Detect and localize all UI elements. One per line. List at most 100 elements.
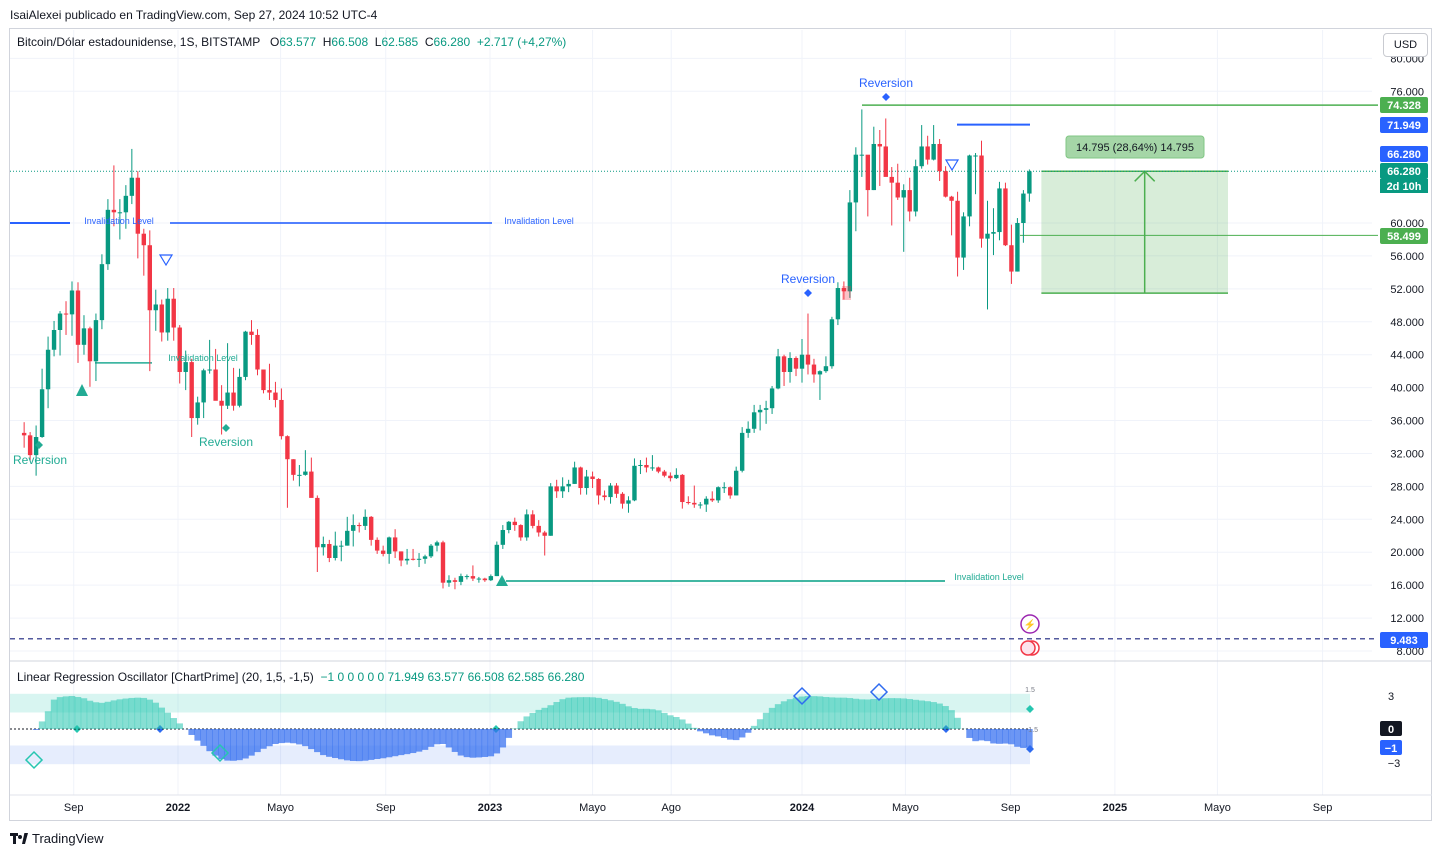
candle-body: [249, 331, 254, 335]
candle-body: [644, 464, 649, 468]
y-tick-label: 28.000: [1390, 481, 1424, 493]
osc-badge-label: 0: [1388, 724, 1394, 736]
reversion-diamond-2: [222, 424, 230, 432]
candle-body: [422, 556, 428, 559]
reversion-diamond-4: [882, 93, 890, 101]
candle-body: [835, 288, 841, 320]
candle-body: [476, 578, 482, 580]
candle-body: [363, 516, 368, 526]
osc-extreme-diamond-1: [24, 750, 44, 770]
lightning-icon: [1020, 614, 1040, 634]
annotations: Invalidation Level Invalidation Level Inva…: [13, 76, 1040, 753]
candle-body: [452, 580, 458, 582]
candle-body: [775, 356, 781, 389]
invalidation-label-2: Invalidation Level: [504, 216, 574, 226]
candle-body: [739, 432, 745, 471]
price-badges: 74.328 71.949 66.280 66.280 58.499 9.483 2d 10…: [1380, 97, 1428, 648]
candle-body: [153, 304, 158, 311]
y-tick-label: 60.000: [1390, 218, 1424, 230]
candle-body: [87, 328, 93, 362]
candle-body: [105, 209, 111, 265]
candle-body: [225, 392, 230, 406]
candle-body: [853, 154, 859, 203]
signal-down-triangle-1: [158, 254, 174, 267]
candle-body: [183, 362, 188, 372]
candle-body: [614, 485, 619, 494]
lightning-glyph: ⚡: [1024, 618, 1036, 631]
candle-body: [991, 232, 996, 234]
measurement-zone: 14.795 (28,64%) 14.795: [1041, 135, 1228, 294]
x-tick-label: Sep: [1001, 802, 1021, 814]
candle-body: [267, 390, 272, 393]
candle-body: [973, 155, 978, 157]
candle-body: [494, 544, 500, 577]
grid-lines: [10, 30, 1432, 796]
candle-body: [769, 388, 775, 409]
y-tick-label: 32.000: [1390, 448, 1424, 460]
high-value: 66.508: [331, 35, 369, 49]
candle-body: [650, 467, 655, 469]
candle-body: [165, 298, 170, 333]
footer-brand[interactable]: TradingView: [10, 831, 104, 846]
candle-body: [955, 200, 960, 258]
signal-down-triangle-2: [944, 159, 960, 172]
candle-body: [895, 182, 900, 198]
candle-body: [901, 190, 906, 198]
price-badge-label: 71.949: [1387, 120, 1421, 132]
candle-body: [351, 525, 356, 531]
currency-button[interactable]: USD: [1383, 33, 1428, 57]
candle-body: [291, 459, 296, 475]
candle-body: [1003, 188, 1008, 246]
candle-body: [985, 233, 990, 239]
candle-body: [871, 143, 877, 191]
y-tick-label: 12.000: [1390, 613, 1424, 625]
candle-body: [273, 392, 278, 400]
candle-body: [147, 245, 152, 311]
candle-body: [931, 143, 936, 160]
candle-body: [698, 504, 703, 506]
candle-body: [518, 525, 523, 538]
osc-end-diamond-upper: [1026, 705, 1034, 713]
candle-body: [913, 166, 918, 212]
osc-side-label-upper: 1.5: [1025, 687, 1035, 694]
candle-body: [686, 502, 691, 504]
candle-body: [297, 474, 302, 476]
candle-body: [141, 233, 147, 246]
x-tick-label: Sep: [376, 802, 396, 814]
candle-body: [680, 474, 685, 503]
x-tick-label: Ago: [661, 802, 681, 814]
osc-extreme-diamond-2: [210, 743, 230, 763]
countdown-badge: [1380, 179, 1428, 193]
candle-body: [674, 474, 679, 479]
y-tick-label: 20.000: [1390, 547, 1424, 559]
candle-body: [219, 400, 224, 406]
price-badge-label: 9.483: [1390, 635, 1418, 647]
osc-lower-band: [10, 745, 1030, 765]
candle-body: [189, 362, 194, 419]
osc-tick-lower: −3: [1388, 758, 1401, 770]
candle-body: [757, 409, 763, 413]
candle-body: [596, 478, 601, 496]
candle-body: [315, 497, 320, 548]
candle-body: [129, 177, 135, 196]
candle-body: [339, 545, 344, 547]
candle-body: [799, 354, 805, 369]
candle-body: [656, 467, 661, 472]
candle-body: [751, 412, 757, 429]
y-tick-label: 16.000: [1390, 580, 1424, 592]
candle-body: [392, 537, 398, 552]
x-tick-label: Sep: [64, 802, 84, 814]
candle-body: [710, 498, 715, 501]
candle-body: [524, 514, 529, 538]
candle-body: [69, 290, 75, 315]
candle-body: [584, 476, 589, 489]
candle-body: [333, 545, 338, 558]
candle-body: [919, 146, 924, 167]
candle-body: [51, 330, 57, 350]
y-tick-label: 36.000: [1390, 416, 1424, 428]
reversion-label-4: Reversion: [859, 76, 913, 90]
candle-body: [578, 467, 583, 489]
x-tick-label: Mayo: [267, 802, 294, 814]
oscillator-title: Linear Regression Oscillator [ChartPrime…: [17, 670, 314, 684]
